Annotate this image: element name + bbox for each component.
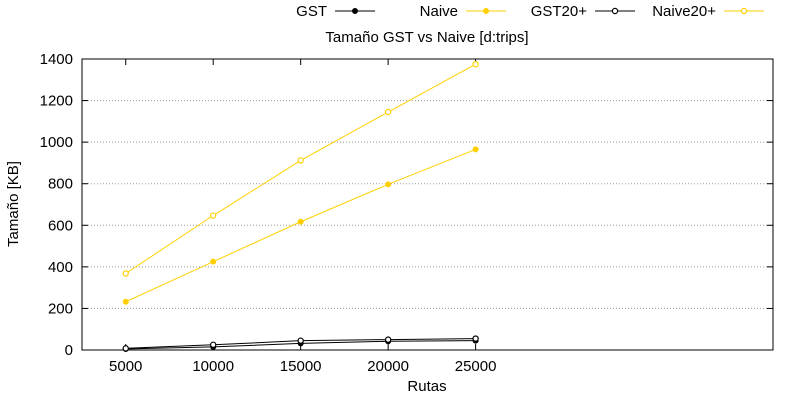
x-tick-label: 10000 bbox=[192, 358, 234, 375]
legend-label: Naive bbox=[420, 3, 458, 20]
data-point bbox=[210, 258, 217, 265]
legend-label: Naive20+ bbox=[652, 3, 716, 20]
series-naive bbox=[122, 146, 479, 305]
x-tick-label: 20000 bbox=[367, 358, 409, 375]
y-tick-label: 1200 bbox=[40, 93, 73, 110]
x-axis-label: Rutas bbox=[407, 378, 446, 395]
x-tick-label: 5000 bbox=[109, 358, 142, 375]
x-tick-label: 15000 bbox=[280, 358, 322, 375]
y-tick-label: 800 bbox=[48, 176, 73, 193]
legend-entry: Naive bbox=[420, 3, 506, 20]
data-point bbox=[210, 341, 217, 349]
y-axis-label: Tamaño [KB] bbox=[5, 161, 22, 247]
legend-entry: Naive20+ bbox=[652, 3, 764, 20]
y-tick-label: 400 bbox=[48, 259, 73, 276]
legend-marker bbox=[483, 8, 490, 15]
series-lines bbox=[122, 60, 479, 352]
data-point bbox=[385, 181, 392, 188]
y-tick-label: 200 bbox=[48, 300, 73, 317]
y-tick-label: 0 bbox=[65, 342, 73, 359]
data-point bbox=[384, 336, 392, 343]
plot-frame bbox=[81, 58, 774, 351]
legend: GST Naive GST20+ Naive20+ bbox=[296, 3, 764, 20]
legend-marker bbox=[611, 7, 619, 15]
data-point bbox=[122, 298, 129, 305]
y-tick-label: 600 bbox=[48, 217, 73, 234]
y-tick-label: 1400 bbox=[40, 51, 73, 68]
legend-label: GST bbox=[296, 3, 327, 20]
axes: 0 200 400 600 800 1000 1200 1400 5000 10000 15000 2… bbox=[40, 51, 774, 375]
chart-title: Tamaño GST vs Naive [d:trips] bbox=[325, 29, 528, 46]
data-point bbox=[297, 218, 304, 225]
x-tick-label: 25000 bbox=[455, 358, 497, 375]
data-point bbox=[472, 146, 479, 153]
data-point bbox=[384, 108, 392, 116]
series-naive20- bbox=[122, 60, 479, 277]
legend-entry: GST20+ bbox=[531, 3, 635, 20]
data-point bbox=[297, 337, 304, 344]
legend-entry: GST bbox=[296, 3, 375, 20]
data-point bbox=[297, 157, 304, 164]
y-tick-label: 1000 bbox=[40, 134, 73, 151]
data-point bbox=[122, 270, 129, 277]
data-point bbox=[472, 335, 479, 342]
series-gst20- bbox=[122, 335, 479, 352]
legend-marker bbox=[740, 7, 748, 15]
data-point bbox=[472, 60, 479, 68]
data-point bbox=[122, 345, 129, 352]
legend-marker bbox=[352, 8, 359, 15]
legend-label: GST20+ bbox=[531, 3, 588, 20]
data-point bbox=[210, 212, 217, 219]
